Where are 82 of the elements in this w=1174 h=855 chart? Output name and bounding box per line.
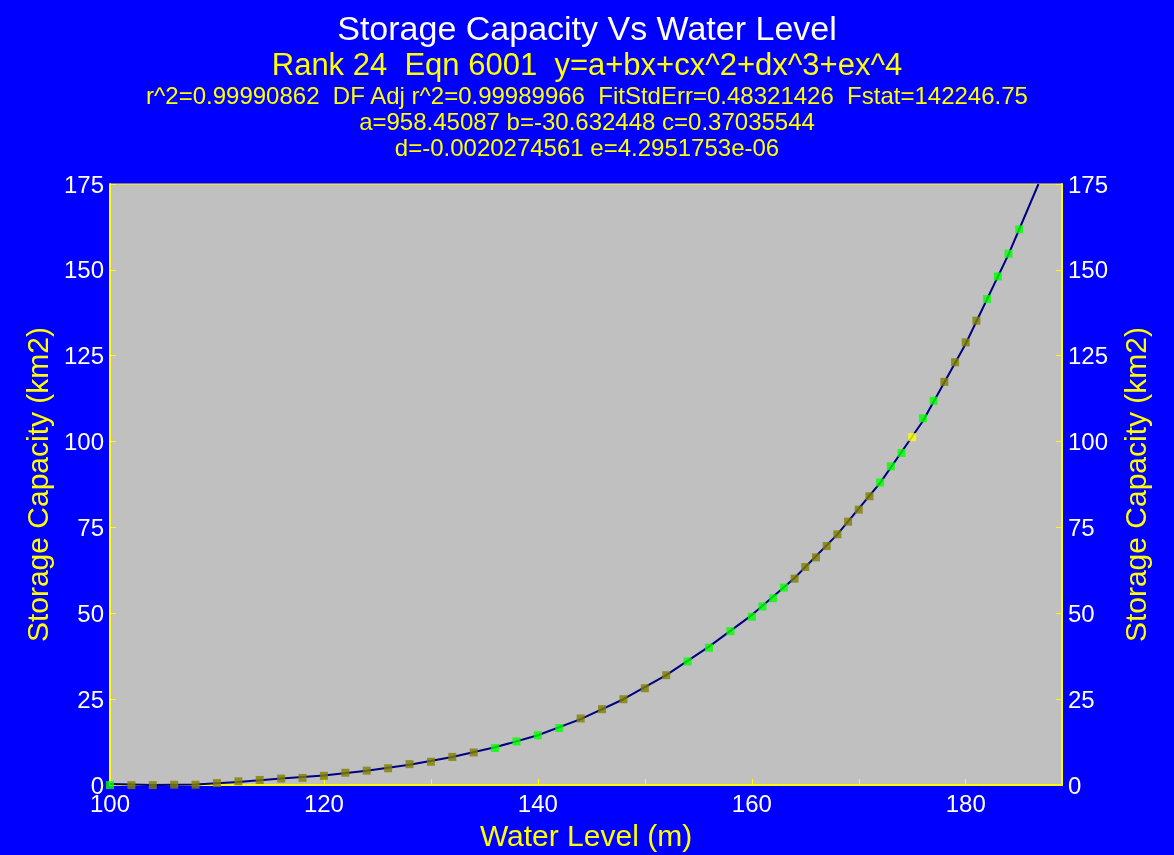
point bbox=[801, 562, 810, 571]
y-tick-label: 50 bbox=[77, 599, 104, 627]
point bbox=[705, 643, 714, 652]
point bbox=[598, 705, 607, 714]
y2-tick-label: 125 bbox=[1068, 342, 1109, 370]
point bbox=[148, 781, 157, 790]
point bbox=[865, 492, 874, 501]
y2-tick-label: 0 bbox=[1068, 771, 1082, 799]
y-tick-label: 150 bbox=[63, 256, 104, 284]
point bbox=[576, 714, 585, 723]
y-tick-label: 100 bbox=[63, 428, 104, 456]
point bbox=[619, 695, 628, 704]
point bbox=[961, 338, 970, 347]
point bbox=[191, 780, 200, 789]
point bbox=[929, 396, 938, 405]
point bbox=[918, 414, 927, 423]
point bbox=[533, 731, 542, 740]
point bbox=[779, 583, 788, 592]
point bbox=[833, 530, 842, 539]
point bbox=[362, 766, 371, 775]
y2-tick-label: 100 bbox=[1068, 428, 1109, 456]
point bbox=[951, 358, 960, 367]
point bbox=[426, 757, 435, 766]
point bbox=[512, 737, 521, 746]
y2-tick-label: 50 bbox=[1068, 599, 1095, 627]
point bbox=[790, 574, 799, 583]
y-tick-label: 25 bbox=[77, 685, 104, 713]
point bbox=[769, 594, 778, 603]
point bbox=[319, 771, 328, 780]
point bbox=[876, 478, 885, 487]
point bbox=[908, 433, 917, 442]
point bbox=[448, 752, 457, 761]
point bbox=[940, 377, 949, 386]
y2-axis-title: Storage Capacity (km2) bbox=[1118, 326, 1152, 643]
x-axis-title: Water Level (m) bbox=[479, 818, 693, 852]
point bbox=[640, 684, 649, 693]
x-tick-label: 140 bbox=[517, 789, 558, 817]
point bbox=[747, 612, 756, 621]
point bbox=[844, 517, 853, 526]
point bbox=[983, 295, 992, 304]
point bbox=[234, 777, 243, 786]
point bbox=[384, 764, 393, 773]
point bbox=[972, 316, 981, 325]
point bbox=[212, 779, 221, 788]
x-tick-label: 120 bbox=[303, 789, 344, 817]
point bbox=[277, 774, 286, 783]
point bbox=[1004, 249, 1013, 258]
x-tick-label: 160 bbox=[731, 789, 772, 817]
point bbox=[405, 760, 414, 769]
point bbox=[822, 542, 831, 551]
point bbox=[127, 781, 136, 790]
point bbox=[854, 505, 863, 514]
point bbox=[170, 780, 179, 789]
point bbox=[811, 553, 820, 562]
point bbox=[662, 671, 671, 680]
point bbox=[726, 627, 735, 636]
chart-subtitle: Rank 24 Eqn 6001 y=a+bx+cx^2+dx^3+ex^4 bbox=[271, 47, 903, 82]
point bbox=[255, 775, 264, 784]
point bbox=[341, 768, 350, 777]
y2-tick-label: 150 bbox=[1068, 256, 1109, 284]
text: d=-0.0020274561 e=4.2951753e-06 bbox=[394, 133, 780, 161]
point bbox=[683, 657, 692, 666]
point bbox=[758, 602, 767, 611]
y-axis-title: Storage Capacity (km2) bbox=[20, 326, 54, 643]
point bbox=[491, 744, 500, 752]
point bbox=[886, 462, 895, 471]
point bbox=[897, 448, 906, 457]
y-tick-label: 125 bbox=[63, 342, 104, 370]
point bbox=[993, 272, 1002, 281]
y2-tick-label: 75 bbox=[1068, 513, 1095, 541]
point bbox=[555, 724, 564, 733]
point bbox=[298, 773, 307, 782]
chart-title: Storage Capacity Vs Water Level bbox=[337, 9, 837, 47]
point bbox=[469, 748, 478, 757]
point bbox=[1015, 225, 1024, 234]
text: r^2=0.99990862 DF Adj r^2=0.99989966 FitStdErr=0.48321426 Fstat=142246.75 bbox=[146, 81, 1028, 109]
y2-tick-label: 175 bbox=[1068, 170, 1109, 198]
y-tick-label: 75 bbox=[77, 513, 104, 541]
point bbox=[106, 781, 114, 790]
x-tick-label: 180 bbox=[945, 789, 986, 817]
y2-tick-label: 25 bbox=[1068, 685, 1095, 713]
y-tick-label: 175 bbox=[63, 170, 104, 198]
